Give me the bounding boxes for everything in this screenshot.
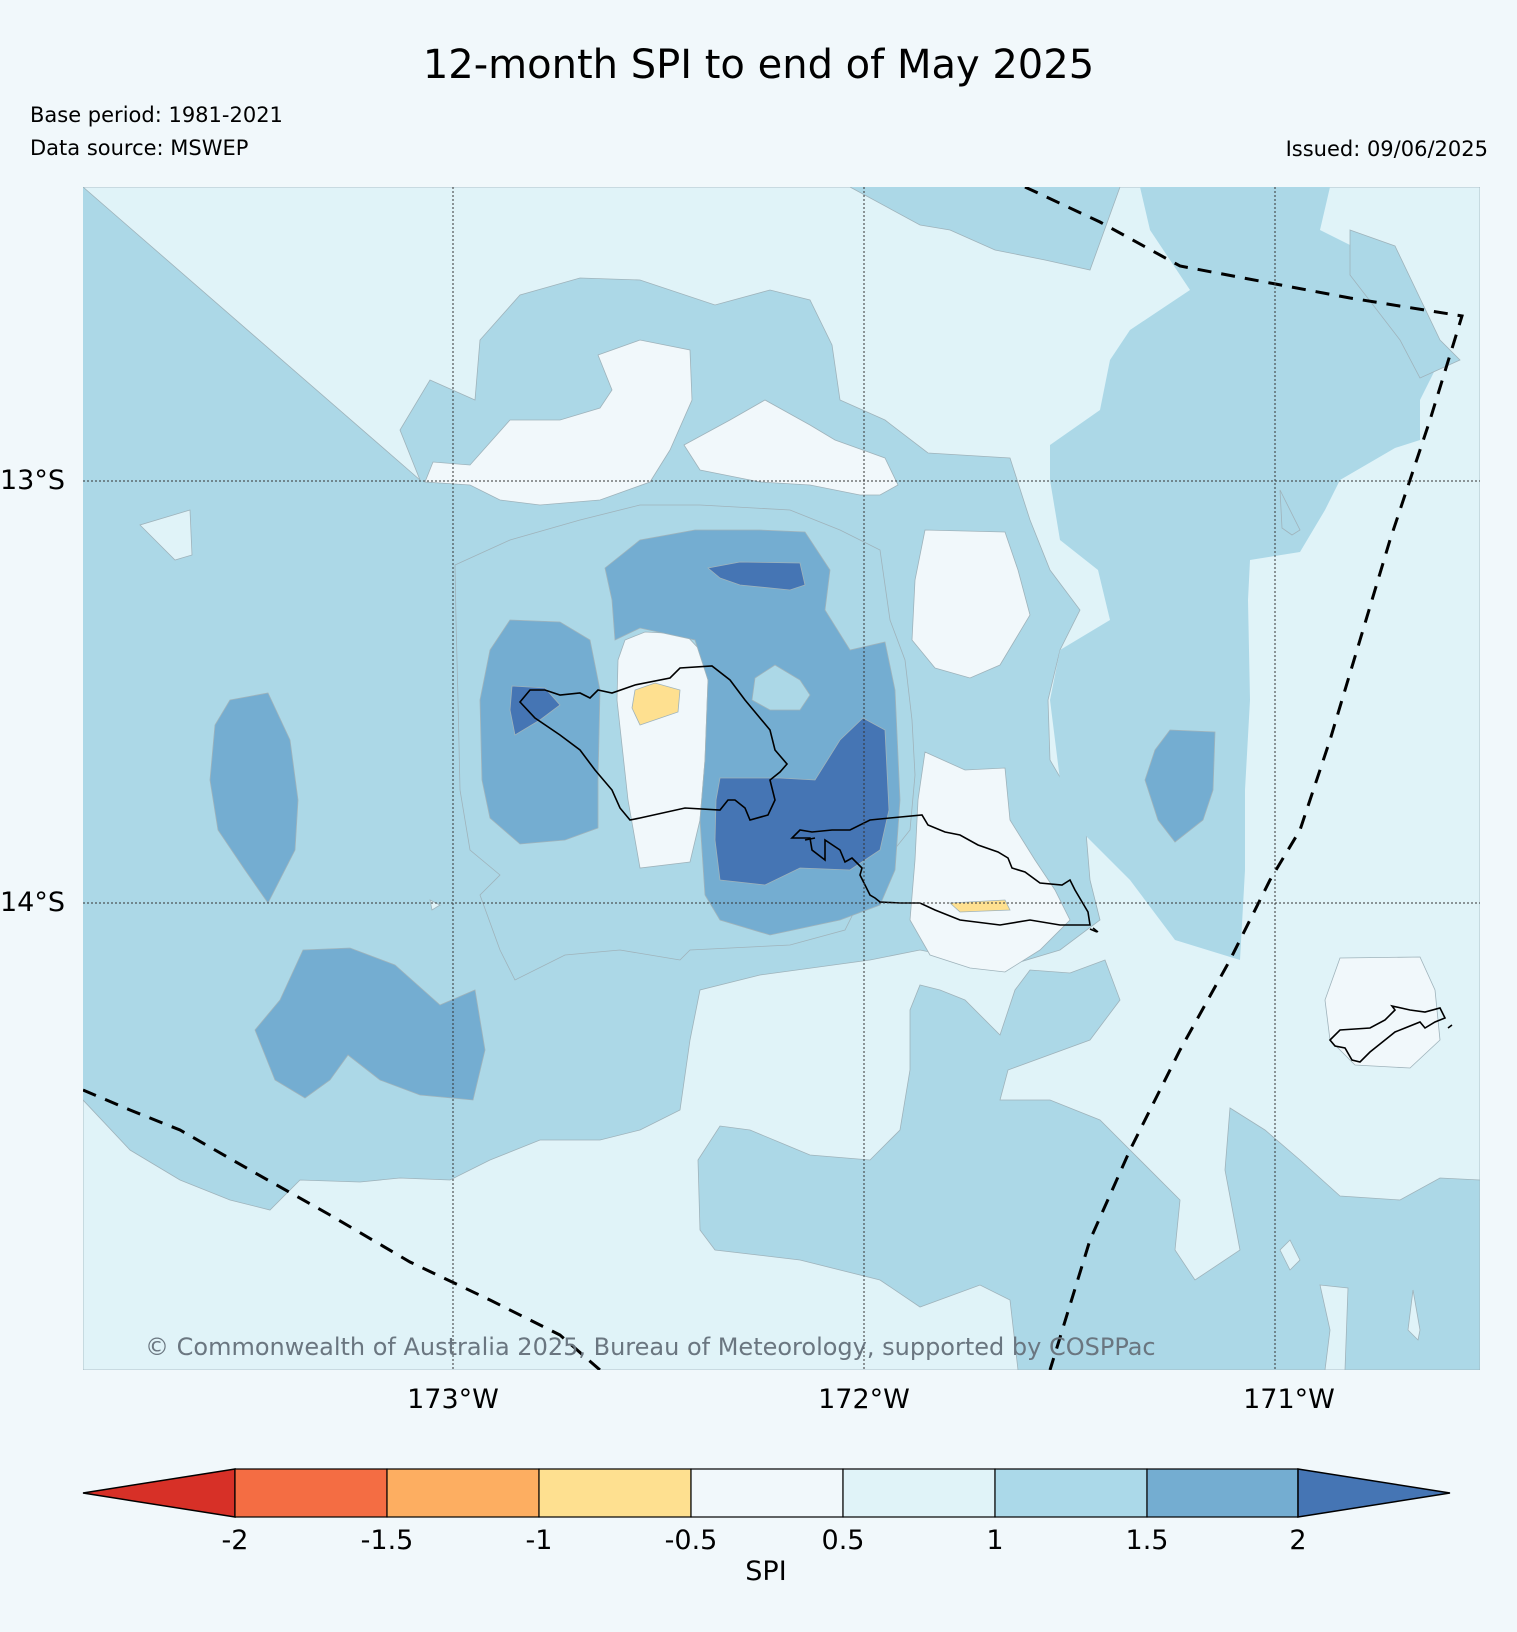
colorbar-bin: [842, 1468, 996, 1518]
colorbar-bin: [690, 1468, 844, 1518]
lon-label-171w: 171°W: [1243, 1384, 1335, 1415]
savaii-coastline: [518, 665, 789, 821]
colorbar-bin: [234, 1468, 388, 1518]
tutuila-coastline: [1328, 1004, 1447, 1063]
colorbar-tick: 1: [986, 1525, 1003, 1556]
samoa-tonga-eez-line: [83, 1088, 601, 1370]
colorbar-bin: [994, 1468, 1148, 1518]
colorbar: -2 -1.5 -1 -0.5 0.5 1 1.5 2 SPI: [82, 1468, 1451, 1587]
spi-regions-minus-1-to-minus-0.5: [631, 682, 1011, 913]
colorbar-bin: [386, 1468, 540, 1518]
lat-label-14s: 14°S: [0, 887, 65, 918]
base-period: Base period: 1981-2021: [30, 103, 283, 127]
colorbar-bin: [538, 1468, 692, 1518]
colorbar-bin: [1146, 1468, 1299, 1518]
lon-label-172w: 172°W: [818, 1384, 910, 1415]
issued-date: Issued: 09/06/2025: [1285, 137, 1488, 161]
colorbar-tick: 2: [1289, 1525, 1306, 1556]
coast-fragment: [1089, 928, 1098, 933]
colorbar-extend-low: [82, 1468, 236, 1518]
copyright-text: © Commonwealth of Australia 2025, Bureau…: [145, 1333, 1156, 1361]
lat-label-13s: 13°S: [0, 465, 65, 496]
manono-coastline: [804, 837, 816, 841]
colorbar-tick: 1.5: [1126, 1525, 1169, 1556]
spi-regions-near-normal: [424, 339, 1441, 1069]
eez-boundaries: [83, 187, 1464, 1370]
lon-label-173w: 173°W: [407, 1384, 499, 1415]
spi-region-small-1-1.5: [751, 664, 811, 711]
colorbar-extend-high: [1297, 1468, 1451, 1518]
colorbar-tick: -0.5: [665, 1525, 718, 1556]
aunuu-coastline: [1447, 1024, 1453, 1029]
colorbar-tick: -1.5: [361, 1525, 414, 1556]
colorbar-tick: -1: [526, 1525, 553, 1556]
spi-contour-field: © Commonwealth of Australia 2025, Bureau…: [83, 187, 1480, 1370]
data-source: Data source: MSWEP: [30, 136, 249, 160]
spi-regions-0.5-1: [83, 187, 1480, 1370]
colorbar-label: SPI: [745, 1556, 786, 1587]
spi-regions-above-2: [509, 561, 890, 886]
map-title: 12-month SPI to end of May 2025: [422, 42, 1095, 88]
samoa-american-samoa-eez-line: [1024, 187, 1464, 1370]
gridlines: [83, 187, 1480, 1370]
colorbar-tick: 0.5: [822, 1525, 865, 1556]
coastlines: [518, 665, 1453, 1063]
upolu-coastline: [790, 814, 1091, 926]
colorbar-tick: -2: [222, 1525, 249, 1556]
